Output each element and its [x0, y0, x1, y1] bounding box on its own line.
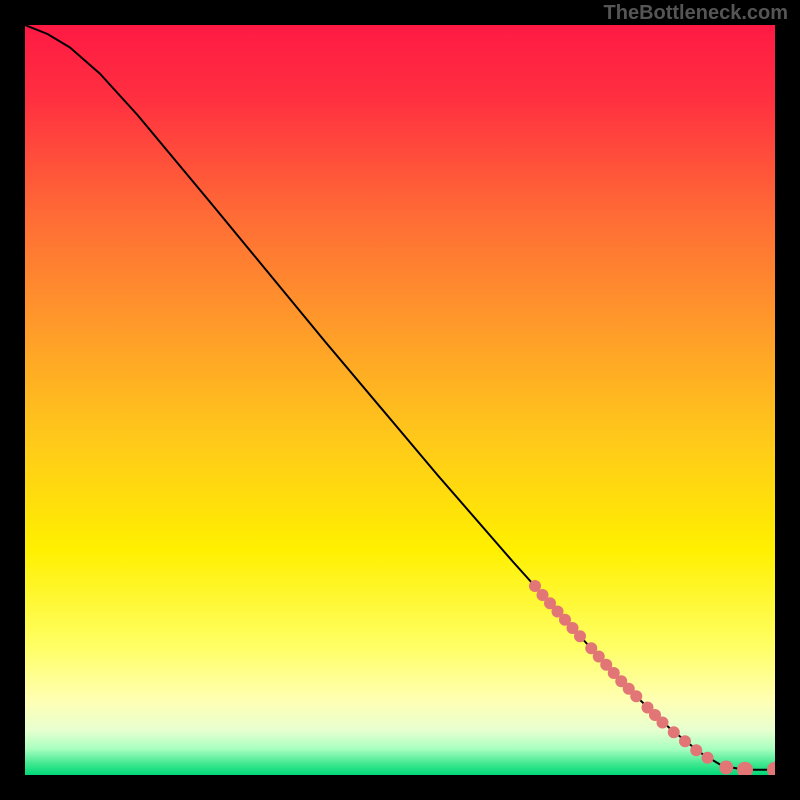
watermark-text: TheBottleneck.com — [604, 2, 788, 25]
chart-point — [719, 761, 733, 775]
chart-svg — [25, 25, 775, 775]
chart-point — [657, 717, 669, 729]
chart-point — [574, 630, 586, 642]
chart-point — [668, 726, 680, 738]
chart-point — [679, 735, 691, 747]
chart-plot-area — [25, 25, 775, 775]
chart-point — [702, 752, 714, 764]
chart-point — [690, 744, 702, 756]
chart-point — [630, 690, 642, 702]
chart-background-gradient — [25, 25, 775, 775]
